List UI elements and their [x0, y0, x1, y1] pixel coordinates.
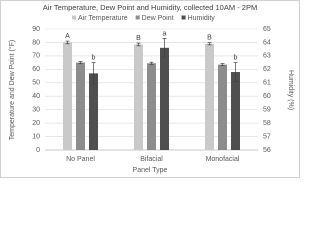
y-tick-label: 40	[32, 93, 40, 100]
y-tick-label: 90	[32, 26, 40, 33]
bar	[205, 43, 214, 150]
y2-tick-label: 56	[263, 147, 271, 154]
y-tick-label: 60	[32, 66, 40, 73]
legend-label: Humidity	[188, 15, 216, 22]
y-tick-label: 70	[32, 53, 40, 60]
bar	[63, 42, 72, 150]
chart-title: Air Temperature, Dew Point and Humidity,…	[43, 3, 257, 12]
y2-tick-label: 65	[263, 26, 271, 33]
y-tick-label: 30	[32, 107, 40, 114]
bar	[134, 44, 143, 150]
x-axis-title: Panel Type	[133, 167, 168, 174]
bar	[218, 64, 227, 150]
y-tick-label: 80	[32, 39, 40, 46]
legend-swatch	[72, 15, 76, 20]
significance-letter: b	[92, 54, 96, 61]
bar	[231, 72, 240, 150]
legend-label: Air Temperature	[78, 15, 128, 22]
bar	[76, 62, 85, 150]
y2-tick-label: 58	[263, 120, 271, 127]
chart: Air Temperature, Dew Point and Humidity,…	[0, 0, 300, 178]
y-tick-label: 20	[32, 120, 40, 127]
bar	[89, 73, 98, 150]
y-tick-label: 10	[32, 133, 40, 140]
y2-tick-label: 59	[263, 107, 271, 114]
legend-swatch	[135, 15, 140, 20]
y-tick-label: 50	[32, 80, 40, 87]
bar	[160, 47, 169, 151]
y2-tick-label: 63	[263, 53, 271, 60]
legend-swatch	[181, 15, 186, 20]
y2-tick-label: 60	[263, 93, 271, 100]
significance-letter: B	[207, 35, 212, 42]
y2-axis-title: Humidity (%)	[287, 70, 294, 110]
legend-label: Dew Point	[142, 15, 174, 22]
bar	[147, 63, 156, 150]
y2-tick-label: 62	[263, 66, 271, 73]
significance-letter: b	[234, 54, 238, 61]
significance-letter: A	[65, 33, 70, 40]
y2-tick-label: 64	[263, 39, 271, 46]
significance-letter: B	[136, 35, 141, 42]
significance-letter: a	[163, 30, 167, 37]
x-tick-label: Monofacial	[206, 156, 240, 163]
y2-tick-label: 61	[263, 80, 271, 87]
y-tick-label: 0	[36, 147, 40, 154]
x-tick-label: No Panel	[66, 156, 95, 163]
y-axis-title: Temperature and Dew Point (°F)	[8, 40, 16, 140]
y2-tick-label: 57	[263, 133, 271, 140]
x-tick-label: Bifacial	[140, 156, 163, 163]
